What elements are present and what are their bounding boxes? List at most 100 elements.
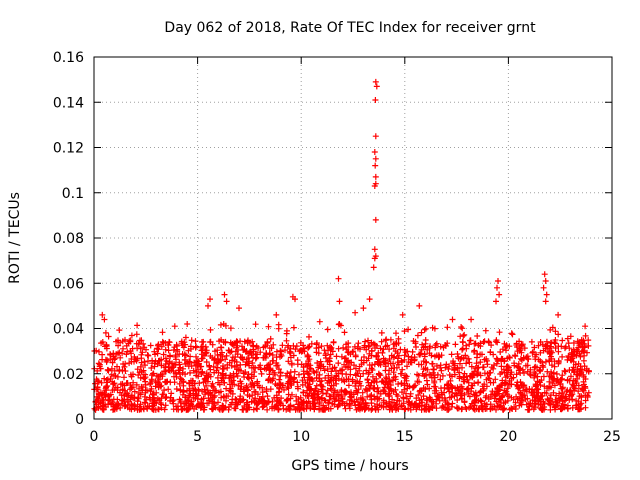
data-point <box>472 340 479 347</box>
data-point <box>131 394 138 401</box>
data-point <box>579 366 586 373</box>
data-point <box>537 349 544 356</box>
data-point <box>463 386 470 393</box>
data-point <box>535 342 542 349</box>
data-point <box>508 330 515 337</box>
data-point <box>466 393 473 400</box>
data-point <box>381 359 388 366</box>
data-point <box>522 362 529 369</box>
data-point <box>477 343 484 350</box>
data-point <box>267 335 274 342</box>
data-point <box>372 155 379 162</box>
data-point <box>186 380 193 387</box>
data-point <box>354 378 361 385</box>
data-point <box>371 149 378 155</box>
data-point <box>452 341 459 348</box>
data-point <box>341 329 348 336</box>
data-point <box>147 380 154 386</box>
data-point <box>439 391 446 398</box>
data-point <box>239 343 245 350</box>
data-point <box>467 337 474 344</box>
data-point <box>448 382 455 389</box>
data-point <box>380 397 387 404</box>
data-point <box>386 398 393 405</box>
data-point <box>120 361 127 367</box>
data-point <box>455 353 461 360</box>
data-point <box>414 371 421 378</box>
data-point <box>240 396 247 403</box>
data-point <box>445 401 452 408</box>
data-point <box>398 380 405 387</box>
data-point <box>454 384 461 391</box>
data-point <box>461 331 468 338</box>
data-point <box>581 352 588 359</box>
data-point <box>140 374 147 381</box>
data-point <box>364 388 370 394</box>
data-point <box>470 372 477 379</box>
data-point <box>515 360 522 367</box>
data-point <box>372 345 378 351</box>
data-point <box>582 376 589 382</box>
data-point <box>420 366 427 373</box>
data-point <box>566 367 573 374</box>
data-point <box>242 369 249 376</box>
data-point <box>529 349 536 356</box>
data-point <box>147 381 153 388</box>
data-point <box>157 383 164 390</box>
data-point <box>287 350 294 357</box>
data-point <box>564 356 571 363</box>
chart-title: Day 062 of 2018, Rate Of TEC Index for r… <box>164 20 536 36</box>
data-point <box>380 387 387 394</box>
data-point <box>559 337 566 344</box>
data-point <box>307 404 314 411</box>
data-point <box>115 401 122 408</box>
data-point <box>496 291 503 298</box>
data-point <box>549 324 556 331</box>
data-point <box>517 390 524 397</box>
data-point <box>543 291 550 298</box>
data-point <box>194 395 201 402</box>
data-point <box>509 331 516 338</box>
data-point <box>283 327 290 334</box>
data-point <box>127 396 134 403</box>
data-point <box>392 373 399 380</box>
data-point <box>300 398 307 405</box>
data-point <box>222 322 229 329</box>
data-point <box>364 376 371 383</box>
data-point <box>233 359 240 365</box>
data-point <box>251 388 258 395</box>
data-point <box>133 381 140 388</box>
data-point <box>124 348 131 355</box>
data-point <box>421 373 428 380</box>
data-point <box>207 326 214 333</box>
data-point <box>568 391 575 398</box>
data-point <box>107 351 114 358</box>
data-point <box>162 378 168 385</box>
data-point <box>449 389 456 396</box>
data-point <box>569 396 576 403</box>
data-point <box>187 369 193 376</box>
data-point <box>449 316 456 323</box>
data-point <box>273 394 280 401</box>
data-point <box>276 366 282 373</box>
data-point <box>474 370 481 377</box>
data-point <box>418 329 425 336</box>
data-point <box>322 352 329 359</box>
data-point <box>503 342 510 349</box>
data-point <box>456 373 463 380</box>
data-point <box>130 379 137 386</box>
data-point <box>496 329 503 336</box>
data-point <box>540 364 547 371</box>
data-point <box>207 366 214 373</box>
data-point <box>390 369 397 376</box>
data-point <box>511 352 518 359</box>
data-point <box>565 353 572 359</box>
data-point <box>241 346 248 353</box>
data-point <box>104 376 111 383</box>
data-point <box>574 348 581 355</box>
data-point <box>255 364 262 371</box>
data-point <box>493 355 500 362</box>
data-point <box>128 406 135 413</box>
data-point <box>374 404 381 411</box>
data-point <box>410 338 417 344</box>
